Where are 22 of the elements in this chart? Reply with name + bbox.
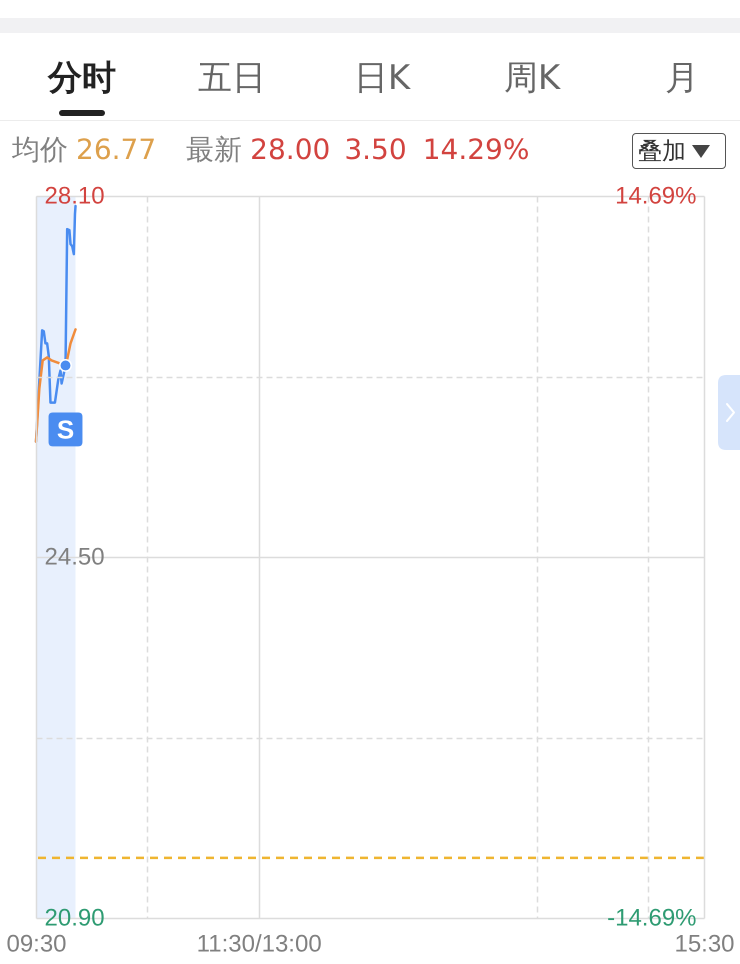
text: 28.00 bbox=[250, 133, 330, 167]
text: 月 bbox=[665, 58, 699, 98]
x-tick-label: 11:30/13:00 bbox=[196, 930, 322, 958]
text: 14.29% bbox=[422, 133, 530, 167]
x-tick-label: 15:30 bbox=[674, 930, 735, 958]
y2-tick-label: 14.69% bbox=[615, 182, 696, 210]
text: 均价 bbox=[12, 133, 68, 167]
y-tick-label: 20.90 bbox=[44, 904, 105, 932]
text: 3.50 bbox=[344, 133, 407, 167]
text: 日K bbox=[354, 58, 410, 98]
y-tick-label: 28.10 bbox=[44, 182, 105, 210]
text: 分时 bbox=[48, 58, 116, 98]
y2-tick-label: -14.69% bbox=[607, 904, 696, 932]
line-series bbox=[34, 328, 77, 443]
annotation: S bbox=[56, 414, 74, 444]
x-tick-label: 09:30 bbox=[6, 930, 67, 958]
y-tick-label: 24.50 bbox=[44, 544, 105, 570]
text: 周K bbox=[504, 58, 560, 98]
text: 五日 bbox=[198, 58, 266, 98]
text: 最新 bbox=[186, 133, 242, 167]
text: 26.77 bbox=[76, 133, 156, 167]
text: 叠加 bbox=[638, 137, 686, 165]
